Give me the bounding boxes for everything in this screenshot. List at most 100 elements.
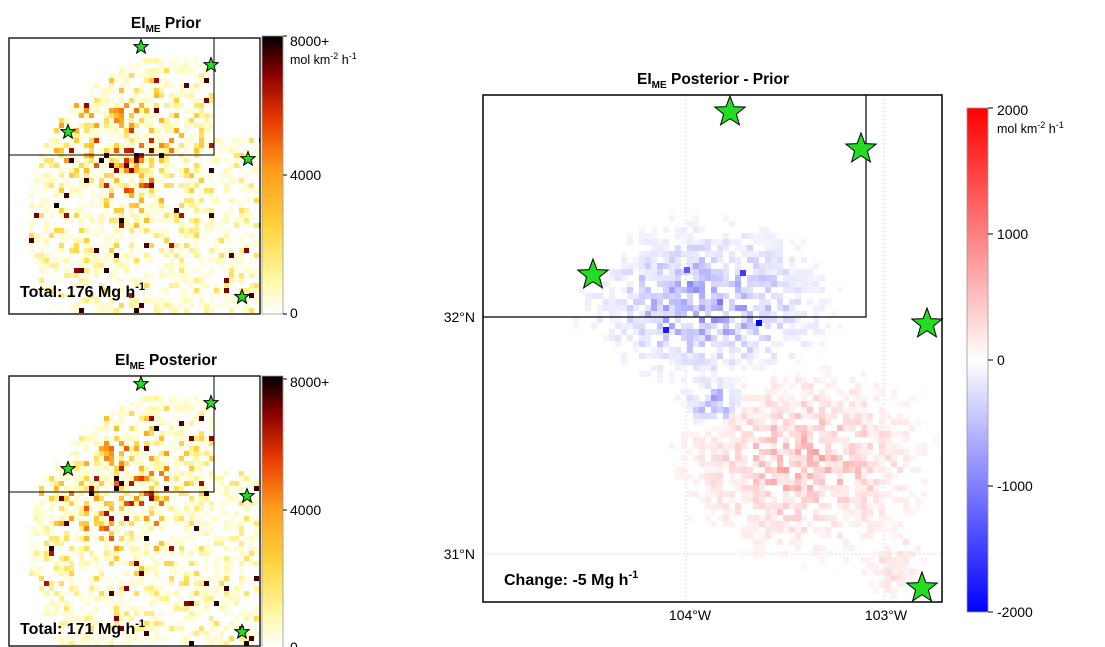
map-cell [94, 441, 99, 446]
map-cell [169, 551, 174, 556]
map-cell [705, 365, 711, 371]
map-cell [795, 371, 801, 377]
map-cell [204, 128, 209, 133]
map-cell [99, 168, 104, 173]
map-cell [651, 251, 657, 257]
map-cell [64, 213, 69, 218]
map-cell [633, 341, 639, 347]
map-cell [801, 467, 807, 473]
map-cell [219, 501, 224, 506]
map-cell [74, 631, 79, 636]
map-cell [747, 329, 753, 335]
map-cell [194, 168, 199, 173]
map-cell [154, 566, 159, 571]
map-cell [189, 183, 194, 188]
map-cell [891, 497, 897, 503]
map-cell [144, 486, 149, 491]
map-cell [134, 173, 139, 178]
map-cell [699, 239, 705, 245]
map-cell [59, 546, 64, 551]
map-cell [204, 228, 209, 233]
map-cell [129, 73, 134, 78]
map-cell [79, 298, 84, 303]
map-cell [194, 178, 199, 183]
map-cell [149, 601, 154, 606]
map-cell [801, 401, 807, 407]
map-cell [49, 516, 54, 521]
colorbar-difference-tick-0: 0 [997, 352, 1005, 368]
map-cell [801, 515, 807, 521]
map-cell [109, 456, 114, 461]
map-cell [229, 248, 234, 253]
map-cell [84, 466, 89, 471]
map-cell [109, 516, 114, 521]
map-cell [657, 329, 663, 335]
map-cell [795, 317, 801, 323]
map-cell [124, 481, 129, 486]
map-cell [627, 311, 633, 317]
map-cell [681, 377, 687, 383]
map-cell [885, 569, 891, 575]
map-cell [134, 308, 139, 313]
map-cell [254, 188, 259, 193]
map-cell [59, 183, 64, 188]
map-cell [244, 183, 249, 188]
map-cell [109, 641, 114, 646]
map-cell [129, 223, 134, 228]
map-cell [114, 278, 119, 283]
map-cell [199, 476, 204, 481]
map-cell [114, 183, 119, 188]
map-cell [807, 431, 813, 437]
map-cell [214, 601, 219, 606]
map-cell [39, 163, 44, 168]
map-cell [897, 485, 903, 491]
map-cell [154, 596, 159, 601]
map-cell [795, 377, 801, 383]
map-cell [129, 108, 134, 113]
map-cell [735, 425, 741, 431]
map-cell [49, 506, 54, 511]
map-cell [74, 591, 79, 596]
map-cell [69, 556, 74, 561]
map-cell [741, 461, 747, 467]
map-cell [609, 317, 615, 323]
map-cell [747, 473, 753, 479]
map-cell [861, 479, 867, 485]
map-cell [753, 461, 759, 467]
map-cell [59, 596, 64, 601]
map-cell [114, 511, 119, 516]
map-cell [891, 593, 897, 599]
map-cell [149, 521, 154, 526]
map-cell [199, 576, 204, 581]
map-cell [234, 596, 239, 601]
map-cell [149, 203, 154, 208]
map-cell [783, 551, 789, 557]
map-cell [747, 419, 753, 425]
map-cell [783, 377, 789, 383]
map-cell [199, 521, 204, 526]
map-cell [199, 283, 204, 288]
map-cell [199, 273, 204, 278]
map-cell [169, 148, 174, 153]
map-cell [84, 278, 89, 283]
map-cell [114, 526, 119, 531]
map-cell [134, 511, 139, 516]
map-cell [54, 486, 59, 491]
map-cell [735, 245, 741, 251]
map-cell [747, 257, 753, 263]
map-cell [104, 441, 109, 446]
map-cell [807, 473, 813, 479]
map-cell [807, 341, 813, 347]
map-cell [234, 218, 239, 223]
map-cell [244, 248, 249, 253]
map-cell [621, 353, 627, 359]
map-cell [129, 536, 134, 541]
map-cell [819, 515, 825, 521]
map-cell [219, 576, 224, 581]
map-cell [144, 396, 149, 401]
map-cell [819, 419, 825, 425]
map-cell [44, 258, 49, 263]
map-cell [134, 561, 139, 566]
map-cell [819, 395, 825, 401]
map-cell [801, 257, 807, 263]
